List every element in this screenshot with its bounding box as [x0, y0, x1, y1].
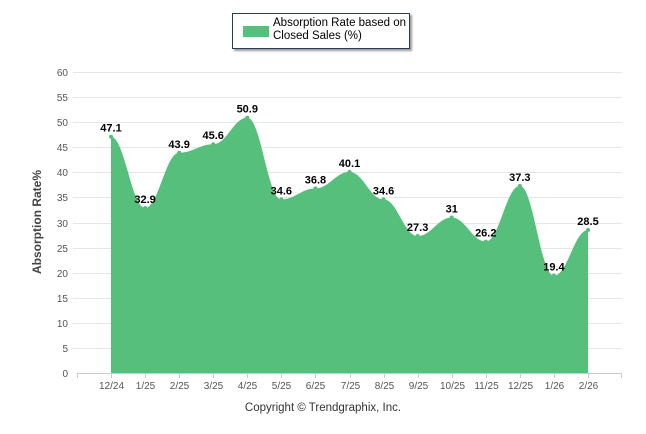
- data-label: 40.1: [339, 158, 360, 170]
- x-axis: 12/24 1/25 2/25 3/25 4/25 5/25 6/25 7/25 8/25 9/2…: [77, 373, 622, 392]
- data-point: [586, 228, 590, 233]
- data-label: 47.1: [100, 123, 121, 135]
- data-point: [143, 205, 148, 210]
- data-point: [449, 215, 454, 220]
- copyright-text: Copyright © Trendgraphix, Inc.: [244, 402, 402, 414]
- y-tick-label: 10: [57, 319, 69, 330]
- data-point: [517, 183, 522, 188]
- data-label: 50.9: [237, 104, 258, 116]
- y-tick-label: 20: [57, 269, 69, 280]
- x-tick-label: 6/25: [306, 381, 326, 392]
- data-point: [245, 115, 250, 120]
- y-tick-label: 25: [57, 244, 69, 255]
- data-labels: 47.1 32.9 43.9 45.6 50.9 34.6 36.8 40.1 34.6 27.3…: [100, 104, 599, 278]
- data-label: 26.2: [475, 228, 496, 240]
- chart-legend[interactable]: Absorption Rate based on Closed Sales (%…: [232, 13, 410, 49]
- x-tick-label: 1/25: [136, 381, 156, 392]
- data-label: 45.6: [203, 130, 224, 142]
- x-tick-label: 1/26: [545, 381, 565, 392]
- x-tick-label: 12/25: [508, 381, 533, 392]
- data-label: 28.5: [577, 216, 598, 228]
- data-label: 37.3: [509, 172, 530, 184]
- legend-swatch: [243, 26, 269, 37]
- y-tick-label: 45: [57, 143, 69, 154]
- data-label: 43.9: [168, 139, 189, 151]
- data-point: [483, 239, 488, 244]
- y-tick-label: 50: [57, 118, 69, 129]
- y-tick-label: 40: [57, 168, 69, 179]
- data-label: 27.3: [407, 222, 428, 234]
- x-tick-label: 5/25: [272, 381, 292, 392]
- data-label: 34.6: [373, 185, 394, 197]
- x-tick-label: 3/25: [204, 381, 224, 392]
- data-point: [279, 197, 284, 202]
- y-tick-label: 55: [57, 93, 69, 104]
- area-series[interactable]: [111, 117, 588, 373]
- data-point: [109, 134, 113, 139]
- data-point: [415, 234, 420, 239]
- y-tick-label: 35: [57, 193, 69, 204]
- legend-label: Absorption Rate based on Closed Sales (%…: [273, 17, 406, 42]
- y-tick-label: 30: [57, 219, 69, 230]
- y-axis-ticks: 0 5 10 15 20 25 30 35 40 45 50 55 60: [57, 68, 69, 380]
- area-chart: 0 5 10 15 20 25 30 35 40 45 50 55 60 12/24 1/25 2/25 3/…: [30, 68, 622, 392]
- y-tick-label: 15: [57, 294, 69, 305]
- y-axis-title: Absorption Rate%: [30, 170, 44, 274]
- y-tick-label: 5: [62, 344, 68, 355]
- x-tick-label: 7/25: [341, 381, 361, 392]
- data-point: [381, 197, 386, 202]
- x-tick-label: 4/25: [238, 381, 258, 392]
- x-tick-label: 11/25: [474, 381, 499, 392]
- x-tick-label: 10/25: [440, 381, 465, 392]
- x-tick-label: 2/26: [579, 381, 599, 392]
- y-tick-label: 60: [57, 68, 69, 79]
- data-point: [211, 142, 216, 147]
- data-point: [177, 150, 182, 155]
- data-point: [347, 169, 352, 174]
- data-label: 36.8: [305, 174, 326, 186]
- data-label: 31: [446, 203, 458, 215]
- data-label: 32.9: [134, 194, 155, 206]
- data-label: 34.6: [271, 185, 292, 197]
- x-tick-label: 12/24: [99, 381, 124, 392]
- data-label: 19.4: [543, 262, 565, 274]
- x-tick-label: 9/25: [409, 381, 429, 392]
- data-point: [313, 186, 318, 191]
- data-point: [551, 273, 556, 278]
- x-tick-label: 2/25: [170, 381, 190, 392]
- x-tick-label: 8/25: [375, 381, 395, 392]
- y-tick-label: 0: [62, 369, 68, 380]
